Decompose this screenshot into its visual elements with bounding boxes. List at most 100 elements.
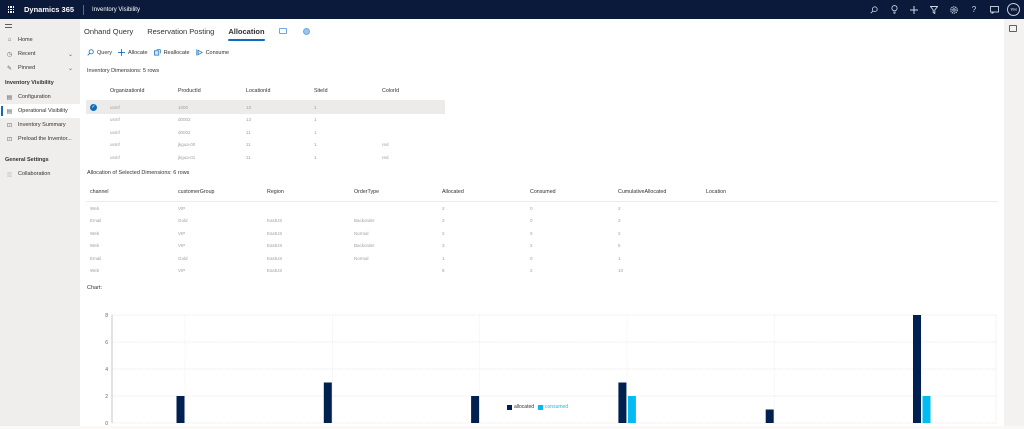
- column-header[interactable]: OrganizationId: [110, 88, 145, 94]
- cell: usmf: [110, 129, 120, 135]
- app-launcher-button[interactable]: [2, 0, 20, 19]
- cell: usmf: [110, 117, 120, 123]
- bar-allocated[interactable]: [176, 396, 185, 423]
- bar-allocated[interactable]: [471, 396, 480, 423]
- help-icon[interactable]: ?: [971, 5, 977, 14]
- cell: VIP: [178, 243, 186, 249]
- legend-label-consumed[interactable]: consumed: [545, 404, 569, 410]
- filter-icon[interactable]: [924, 0, 944, 19]
- inventory-dimensions-grid: OrganizationId ProductId LocationId Site…: [86, 82, 445, 164]
- table-row[interactable]: Email Gold EastUS Backorder 3 0 3: [86, 215, 998, 228]
- query-button[interactable]: Query: [87, 48, 112, 58]
- column-header[interactable]: ProductId: [178, 88, 201, 94]
- waffle-icon: [7, 6, 15, 13]
- tab-bar: Onhand Query Reservation Posting Allocat…: [84, 23, 326, 41]
- svg-text:6: 6: [105, 340, 108, 346]
- table-row[interactable]: Web VIP 2 0 2: [86, 202, 998, 215]
- app-name[interactable]: Inventory Visibility: [92, 6, 140, 13]
- table-row[interactable]: usmf d0002 11 1: [86, 126, 445, 139]
- column-header[interactable]: customerGroup: [178, 189, 215, 195]
- avatar[interactable]: YH: [1007, 3, 1020, 16]
- allocate-button[interactable]: Allocate: [117, 48, 148, 58]
- search-icon: [87, 48, 94, 58]
- table-row[interactable]: usmf jkgua-00 11 1 red: [86, 139, 445, 152]
- table-row[interactable]: usmf d0002 13 1: [86, 114, 445, 127]
- checkmark-icon[interactable]: ✓: [90, 103, 97, 111]
- cell: Gold: [178, 218, 188, 224]
- cell: VIP: [178, 205, 186, 211]
- main-content: Onhand Query Reservation Posting Allocat…: [80, 19, 1004, 427]
- chart-title: Chart:: [87, 285, 102, 291]
- tab-onhand-query[interactable]: Onhand Query: [84, 26, 134, 36]
- top-toolbar: ? YH: [864, 0, 1020, 19]
- consume-icon: [196, 48, 203, 58]
- tab-reservation-posting[interactable]: Reservation Posting: [147, 26, 215, 36]
- bar-allocated[interactable]: [913, 315, 921, 423]
- cell: 11: [246, 129, 251, 135]
- table-row[interactable]: Email Gold EastUS Normal 1 0 1: [86, 252, 998, 265]
- sidebar-item-recent[interactable]: ◷ Recent ⌄: [0, 47, 80, 61]
- column-header[interactable]: SiteId: [314, 88, 328, 94]
- cell: 3: [442, 218, 445, 224]
- bar-consumed[interactable]: [627, 396, 636, 423]
- hamburger-icon: [5, 24, 12, 28]
- cell: VIP: [178, 230, 186, 236]
- column-header[interactable]: Region: [267, 189, 284, 195]
- bar-consumed[interactable]: [922, 396, 931, 423]
- cell: usmf: [110, 154, 120, 160]
- chat-icon[interactable]: [278, 28, 287, 34]
- cell: 8: [442, 268, 445, 274]
- column-header[interactable]: LocationId: [246, 88, 271, 94]
- cell: 0: [530, 255, 533, 261]
- column-header[interactable]: Consumed: [530, 189, 556, 195]
- legend-label-allocated[interactable]: allocated: [514, 404, 535, 410]
- bar-allocated[interactable]: [765, 409, 774, 424]
- cell: EastUS: [267, 268, 283, 274]
- chat-icon[interactable]: [984, 0, 1004, 19]
- cell: 0: [530, 218, 533, 224]
- table-row[interactable]: Web VIP EastUS Backorder 3 2 5: [86, 240, 998, 253]
- cell: Normal: [354, 255, 369, 261]
- sidebar-item-home[interactable]: ⌂ Home: [0, 33, 80, 47]
- gear-icon[interactable]: [944, 0, 964, 19]
- lightbulb-icon[interactable]: [884, 0, 904, 19]
- column-header[interactable]: ColorId: [382, 88, 400, 94]
- cell: Web: [90, 230, 100, 236]
- inventory-dimensions-title: Inventory Dimensions: 5 rows: [87, 68, 160, 74]
- reallocate-button[interactable]: Reallocate: [153, 48, 190, 58]
- plus-icon[interactable]: [904, 0, 924, 19]
- cell: 1: [314, 104, 317, 110]
- cell: 3: [442, 243, 445, 249]
- sidebar-item-inventory-summary[interactable]: ⊡ Inventory Summary: [0, 118, 80, 132]
- sidebar-item-collaboration[interactable]: ▥ Collaboration: [0, 167, 80, 181]
- gear-icon[interactable]: [302, 27, 310, 35]
- chevron-down-icon[interactable]: ⌄: [67, 65, 73, 72]
- consume-button[interactable]: Consume: [196, 48, 229, 58]
- column-header[interactable]: Location: [706, 189, 727, 195]
- table-row[interactable]: usmf jkgua-01 11 1 red: [86, 151, 445, 164]
- table-row[interactable]: Web VIP EastUS 8 2 10: [86, 265, 998, 278]
- bar-allocated[interactable]: [323, 382, 332, 424]
- column-header[interactable]: channel: [90, 189, 109, 195]
- sidebar-item-label: Preload the Inventor...: [18, 136, 72, 142]
- hamburger-menu-button[interactable]: [0, 19, 80, 33]
- allocation-title: Allocation of Selected Dimensions: 6 row…: [87, 170, 190, 176]
- sidebar-item-preload-inventory[interactable]: ⊡ Preload the Inventor...: [0, 132, 80, 146]
- chat-panel-icon[interactable]: [1009, 25, 1017, 32]
- bar-allocated[interactable]: [618, 382, 627, 424]
- table-row[interactable]: ✓ usmf 1000 13 1: [86, 101, 445, 114]
- search-icon[interactable]: [864, 0, 884, 19]
- chevron-down-icon[interactable]: ⌄: [67, 51, 73, 58]
- brand-name[interactable]: Dynamics 365: [24, 5, 75, 14]
- sidebar-item-operational-visibility[interactable]: ▤ Operational Visibility: [0, 104, 80, 118]
- column-header[interactable]: OrderType: [354, 189, 380, 195]
- sidebar-item-pinned[interactable]: ✎ Pinned ⌄: [0, 61, 80, 75]
- tab-allocation[interactable]: Allocation: [228, 23, 265, 41]
- sidebar-item-configuration[interactable]: ▤ Configuration: [0, 90, 80, 104]
- column-header[interactable]: CumulativeAllocated: [618, 189, 667, 195]
- column-header[interactable]: Allocated: [442, 189, 464, 195]
- cell: 2: [618, 230, 621, 236]
- sidebar-item-label: Recent: [18, 51, 36, 57]
- table-row[interactable]: Web VIP EastUS Normal 2 0 2: [86, 227, 998, 240]
- sidebar-group-general-settings: General Settings: [5, 156, 49, 163]
